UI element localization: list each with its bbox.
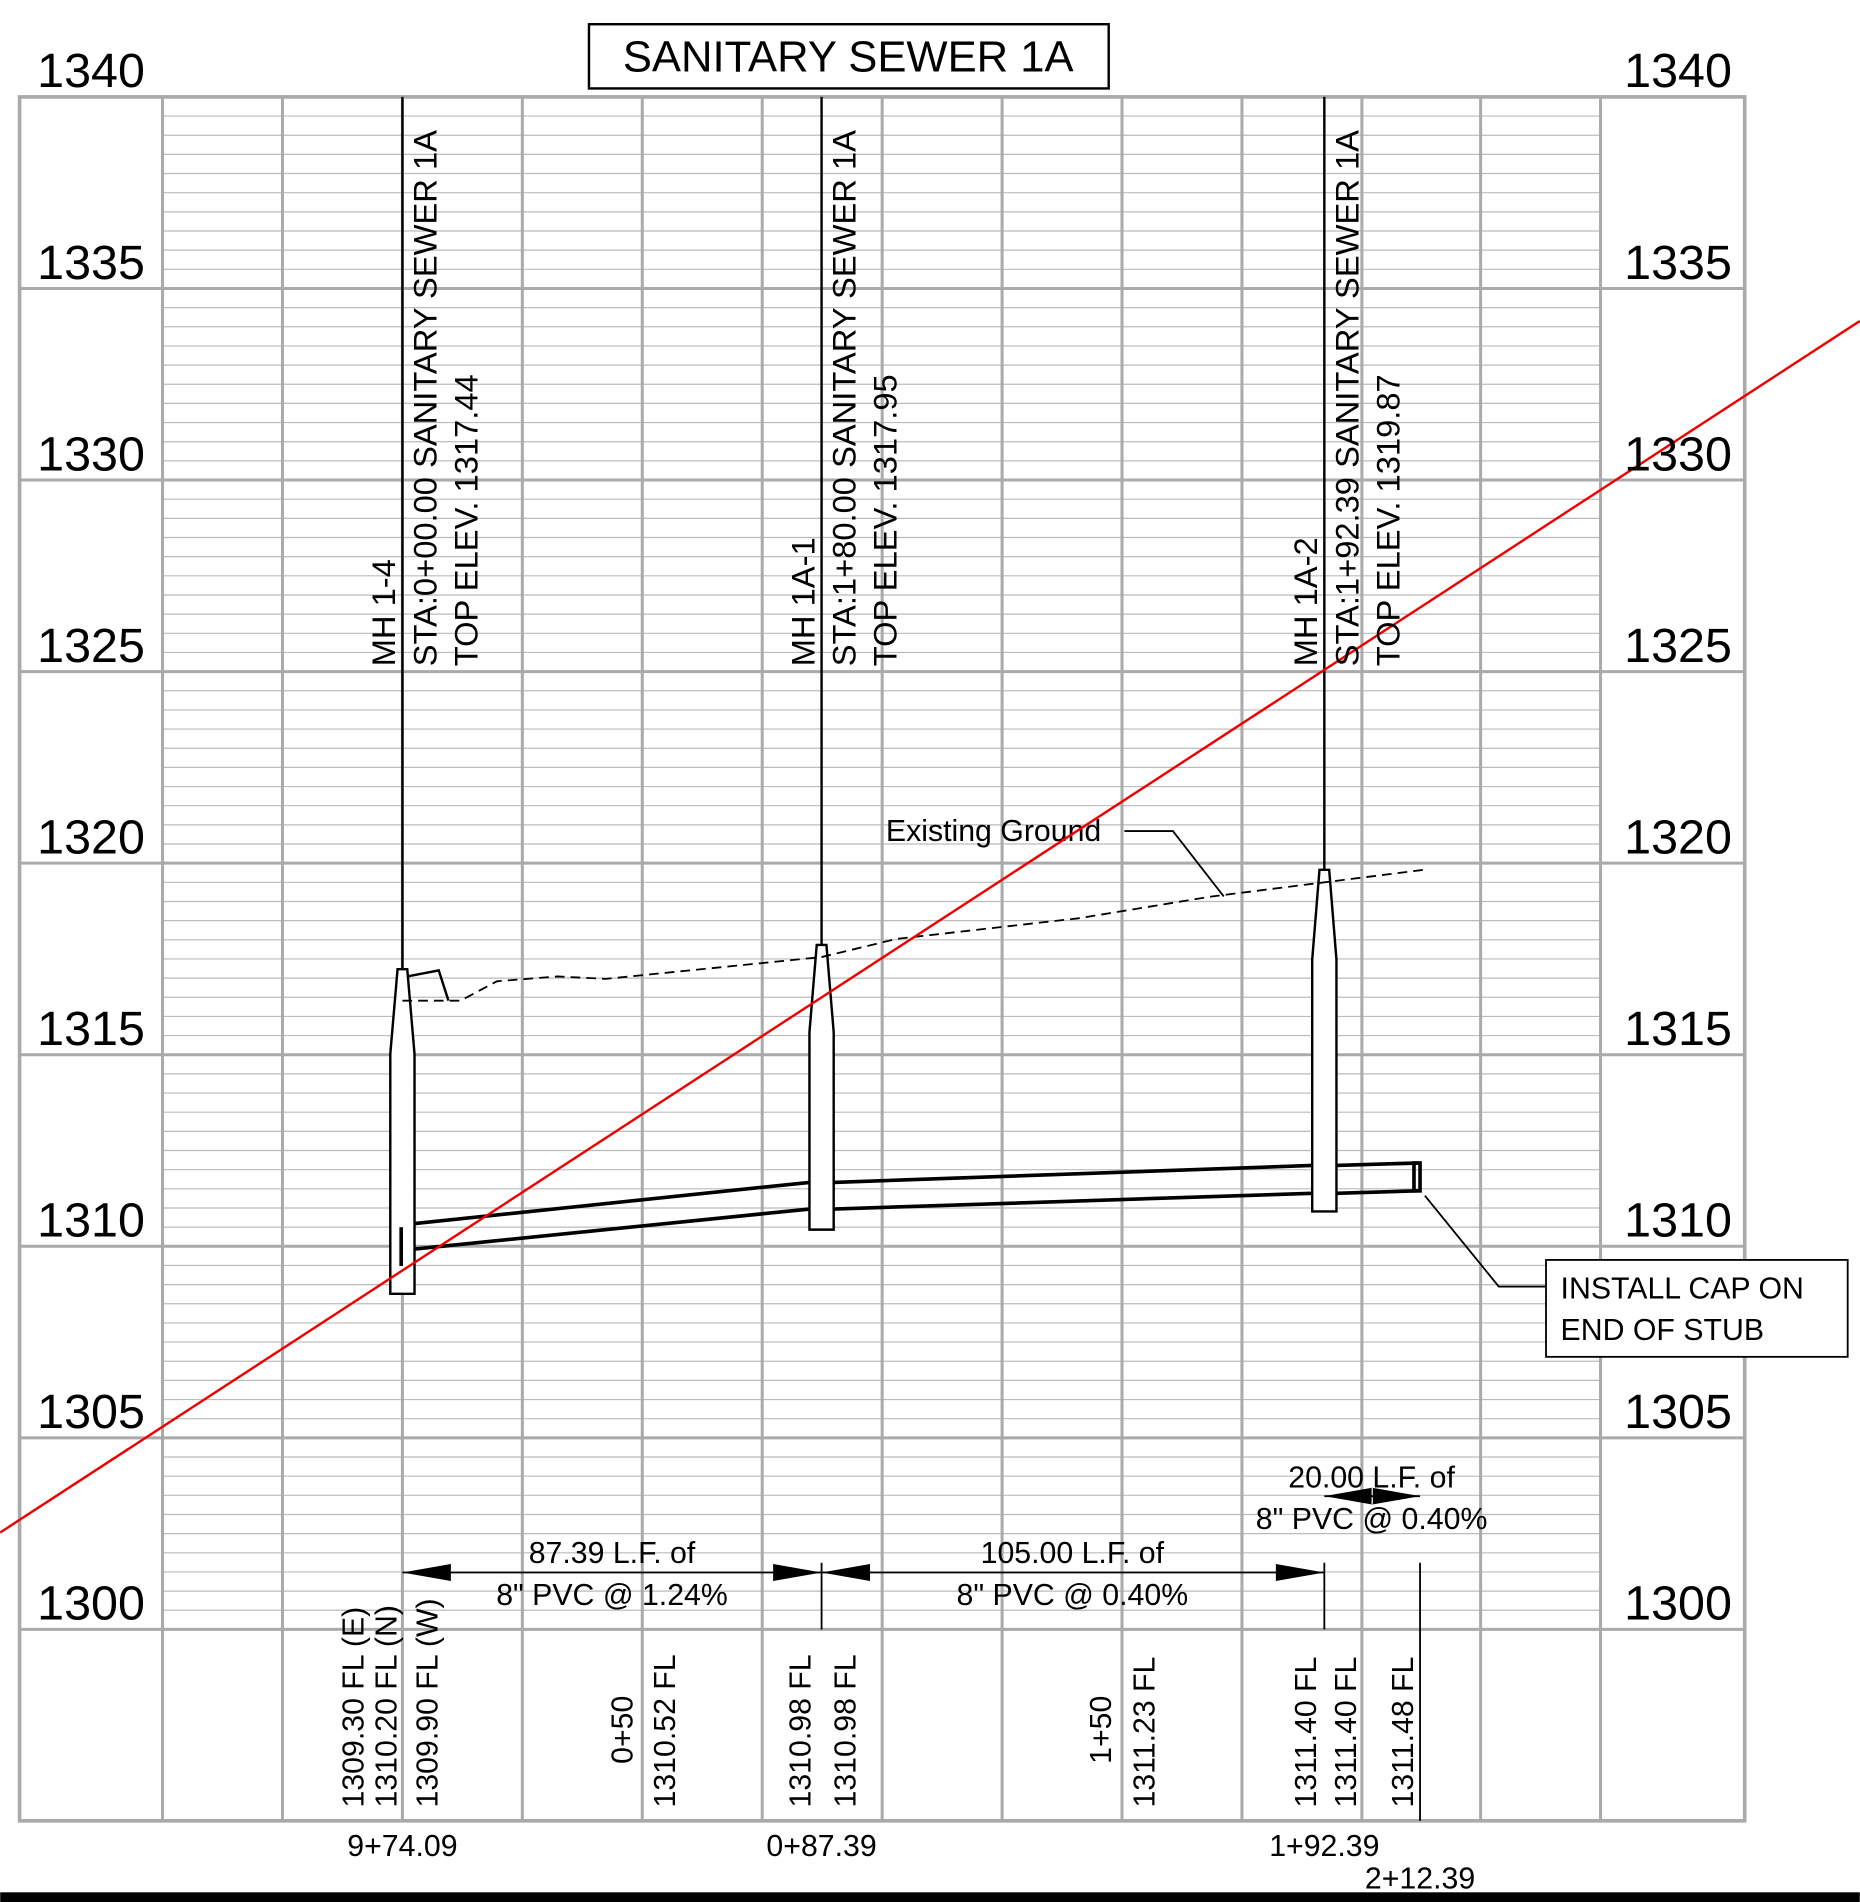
manhole bbox=[389, 967, 416, 1296]
manhole bbox=[808, 943, 835, 1231]
elevation-label: 1305 bbox=[1624, 1385, 1732, 1439]
fl: 1310.98 FL bbox=[785, 1654, 818, 1807]
elevation-label: 1330 bbox=[1624, 427, 1732, 481]
station: 1+92.39 bbox=[1269, 1830, 1379, 1863]
elevation-label: 1310 bbox=[37, 1194, 145, 1248]
frame bbox=[17, 95, 1747, 1823]
mh-station: STA:0+00.00 SANITARY SEWER 1A bbox=[406, 130, 443, 666]
fl: 1309.90 FL (W) bbox=[412, 1598, 445, 1807]
ground-label: Existing Ground bbox=[886, 815, 1101, 848]
arrowheads bbox=[1324, 1487, 1421, 1505]
pipe-spec: 8" PVC @ 0.40% bbox=[957, 1579, 1189, 1612]
elevation-label: 1300 bbox=[37, 1577, 145, 1631]
pipe-length: 20.00 L.F. of bbox=[1288, 1462, 1455, 1495]
elevation-label: 1315 bbox=[37, 1002, 145, 1056]
station-labels: 9+74.09 0+87.39 1+92.39 2+12.39 bbox=[347, 1830, 1475, 1896]
mh-name: MH 1-4 bbox=[365, 559, 402, 666]
ground-leader bbox=[1124, 830, 1225, 898]
pipes bbox=[399, 1161, 1422, 1266]
elevation-label: 1330 bbox=[37, 427, 145, 481]
elevation-label: 1335 bbox=[37, 236, 145, 290]
note-leader bbox=[1424, 1195, 1547, 1288]
elevation-label: 1300 bbox=[1624, 1577, 1732, 1631]
manhole-lines bbox=[401, 96, 1326, 970]
pipe-spec: 8" PVC @ 0.40% bbox=[1256, 1503, 1488, 1536]
border bbox=[0, 1892, 1860, 1902]
elevation-label: 1325 bbox=[37, 619, 145, 673]
note-line: END OF STUB bbox=[1561, 1314, 1764, 1347]
fl: 0+50 bbox=[607, 1696, 640, 1764]
title-box bbox=[587, 23, 1110, 90]
note-box bbox=[1545, 1259, 1849, 1358]
pipe-length: 87.39 L.F. of bbox=[529, 1537, 696, 1570]
fl: 1311.23 FL bbox=[1129, 1657, 1162, 1808]
pipe-labels: 87.39 L.F. of 8" PVC @ 1.24% 105.00 L.F.… bbox=[496, 1462, 1487, 1613]
pipe-length: 105.00 L.F. of bbox=[981, 1537, 1165, 1570]
ground-tie bbox=[407, 968, 450, 1002]
fl: 1311.40 FL bbox=[1290, 1657, 1323, 1808]
mh-station: STA:1+80.00 SANITARY SEWER 1A bbox=[825, 130, 862, 666]
mh-top: TOP ELEV. 1317.44 bbox=[448, 374, 485, 666]
fl: 1310.52 FL bbox=[649, 1654, 682, 1807]
manhole-labels: MH 1-4 STA:0+00.00 SANITARY SEWER 1A TOP… bbox=[365, 130, 1406, 666]
title: SANITARY SEWER 1A bbox=[623, 33, 1074, 81]
note-line: INSTALL CAP ON bbox=[1561, 1273, 1804, 1306]
arrowheads bbox=[402, 1564, 1325, 1581]
pipe-spec: 8" PVC @ 1.24% bbox=[496, 1579, 728, 1612]
elevation-label: 1310 bbox=[1624, 1194, 1732, 1248]
fl: 1309.30 FL (E) bbox=[338, 1607, 371, 1808]
pipe-crown bbox=[414, 1161, 1418, 1226]
manholes bbox=[389, 868, 1338, 1296]
arrows bbox=[402, 1487, 1421, 1581]
station: 2+12.39 bbox=[1365, 1863, 1475, 1896]
flowline-labels: 1309.30 FL (E) 1310.20 FL (N) 1309.90 FL… bbox=[338, 1598, 1420, 1807]
fl: 1311.48 FL bbox=[1387, 1657, 1420, 1808]
fl: 1311.40 FL bbox=[1330, 1657, 1363, 1808]
fl: 1310.20 FL (N) bbox=[370, 1605, 403, 1807]
fl: 1+50 bbox=[1085, 1696, 1118, 1764]
fl: 1310.98 FL bbox=[829, 1654, 862, 1807]
mh-name: MH 1A-1 bbox=[784, 537, 821, 666]
elevation-label: 1320 bbox=[37, 810, 145, 864]
manhole bbox=[1311, 868, 1338, 1213]
pipe-invert bbox=[414, 1189, 1418, 1251]
elevation-label: 1315 bbox=[1624, 1002, 1732, 1056]
cap bbox=[1412, 1161, 1422, 1193]
reference-line bbox=[0, 320, 1860, 1534]
mh-station: STA:1+92.39 SANITARY SEWER 1A bbox=[1328, 130, 1365, 666]
station: 0+87.39 bbox=[766, 1830, 876, 1863]
elevation-label: 1340 bbox=[1624, 44, 1732, 98]
mh-top: TOP ELEV. 1317.95 bbox=[867, 374, 904, 666]
existing-ground bbox=[402, 868, 1424, 1002]
elevation-label: 1325 bbox=[1624, 619, 1732, 673]
elevation-label: 1320 bbox=[1624, 810, 1732, 864]
station: 9+74.09 bbox=[347, 1830, 457, 1863]
mh-name: MH 1A-2 bbox=[1287, 537, 1324, 666]
elevation-label: 1335 bbox=[1624, 236, 1732, 290]
elevation-label: 1340 bbox=[37, 44, 145, 98]
mh-top: TOP ELEV. 1319.87 bbox=[1369, 374, 1406, 666]
elevation-label: 1305 bbox=[37, 1385, 145, 1439]
